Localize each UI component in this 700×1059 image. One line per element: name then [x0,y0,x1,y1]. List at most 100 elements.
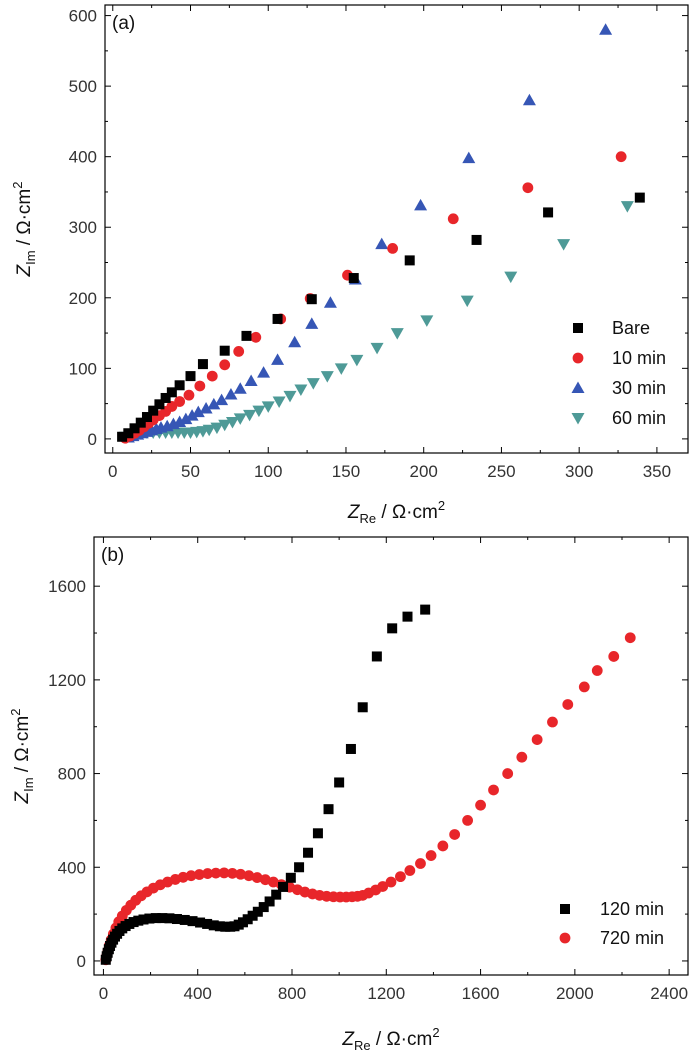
y-axis-title: ZIm / Ω·cm2 [8,709,36,805]
data-point [215,393,229,406]
data-point [402,611,413,622]
data-point [243,870,255,882]
data-point [414,198,428,211]
data-point [171,914,182,925]
x-tick-label: 100 [254,462,282,481]
y-axis-title: ZIm / Ω·cm2 [10,182,38,278]
y-tick-label: 1600 [48,577,86,596]
data-point [195,917,206,928]
data-point [522,93,536,106]
legend-marker [572,352,584,364]
data-point [202,424,216,437]
data-point [129,423,140,434]
data-point [154,399,165,410]
data-point [261,401,275,413]
data-point [404,865,416,876]
data-point [166,401,178,412]
data-point [206,370,218,382]
x-tick-label: 0 [99,984,108,1003]
data-point [387,243,399,254]
data-point [199,402,213,414]
y-tick-label: 0 [77,952,86,971]
data-point [233,346,245,357]
data-point [272,313,283,324]
x-tick-label: 2400 [650,984,688,1003]
data-point [138,914,149,925]
plot-frame [93,536,689,976]
data-point [141,412,152,423]
data-point [123,428,134,439]
data-point [177,871,189,883]
data-point [183,389,195,401]
data-point [208,920,219,931]
data-point [179,412,193,425]
data-point [345,743,356,754]
data-point [385,876,397,888]
data-point [185,870,197,882]
data-point [323,804,334,815]
data-point [148,405,159,416]
data-point [615,151,627,163]
data-point [620,201,634,213]
data-point [390,328,404,340]
data-point [387,623,398,634]
y-tick-label: 0 [88,430,97,449]
y-tick-label: 400 [58,858,86,877]
data-point [591,665,603,676]
data-point [187,916,198,927]
data-point [218,867,230,879]
data-point [278,881,289,892]
data-point [504,271,518,284]
data-point [608,651,620,662]
panel-label: (a) [112,13,135,34]
data-point [191,405,205,418]
x-axis-title: ZRe / Ω·cm2 [347,498,445,526]
legend-label: 60 min [612,408,666,428]
legend-marker [571,413,585,425]
series-120-min [100,604,431,965]
data-point [202,868,214,879]
data-point [164,913,175,924]
data-point [233,382,247,394]
data-point [210,867,222,879]
x-tick-label: 800 [278,984,306,1003]
y-tick-label: 500 [69,77,97,96]
data-point [219,345,230,356]
data-point [251,872,263,883]
series-60-min [118,201,634,444]
data-point [516,751,528,763]
data-point [305,317,319,329]
legend: 120 min 720 min [559,899,664,948]
data-point [224,387,238,400]
data-point [160,392,171,403]
data-point [218,419,232,432]
data-point [250,331,262,343]
data-point [226,867,238,879]
x-tick-label: 50 [181,462,200,481]
data-point [562,699,574,710]
x-tick-label: 1600 [462,984,500,1003]
data-point [185,371,196,382]
data-point [157,913,168,924]
legend-marker [559,932,571,944]
data-point [350,354,364,367]
data-point [252,405,266,418]
data-point [531,734,543,746]
data-point [179,914,190,925]
panel-a: 0 50 100 150 200 250 300 350 0 100 200 300 400 500 600… [10,4,689,526]
y-tick-label: 200 [69,289,97,308]
x-tick-label: 300 [565,462,593,481]
data-point [174,380,185,391]
data-point [288,335,302,348]
data-point [578,681,590,693]
data-point [303,847,314,858]
data-point [219,359,231,371]
legend: Bare 10 min 30 min 60 min [571,318,666,428]
data-point [214,921,225,932]
data-point [271,353,285,365]
series-bare [117,192,645,442]
data-point [225,416,239,429]
data-point [135,417,146,428]
data-point [323,296,337,308]
